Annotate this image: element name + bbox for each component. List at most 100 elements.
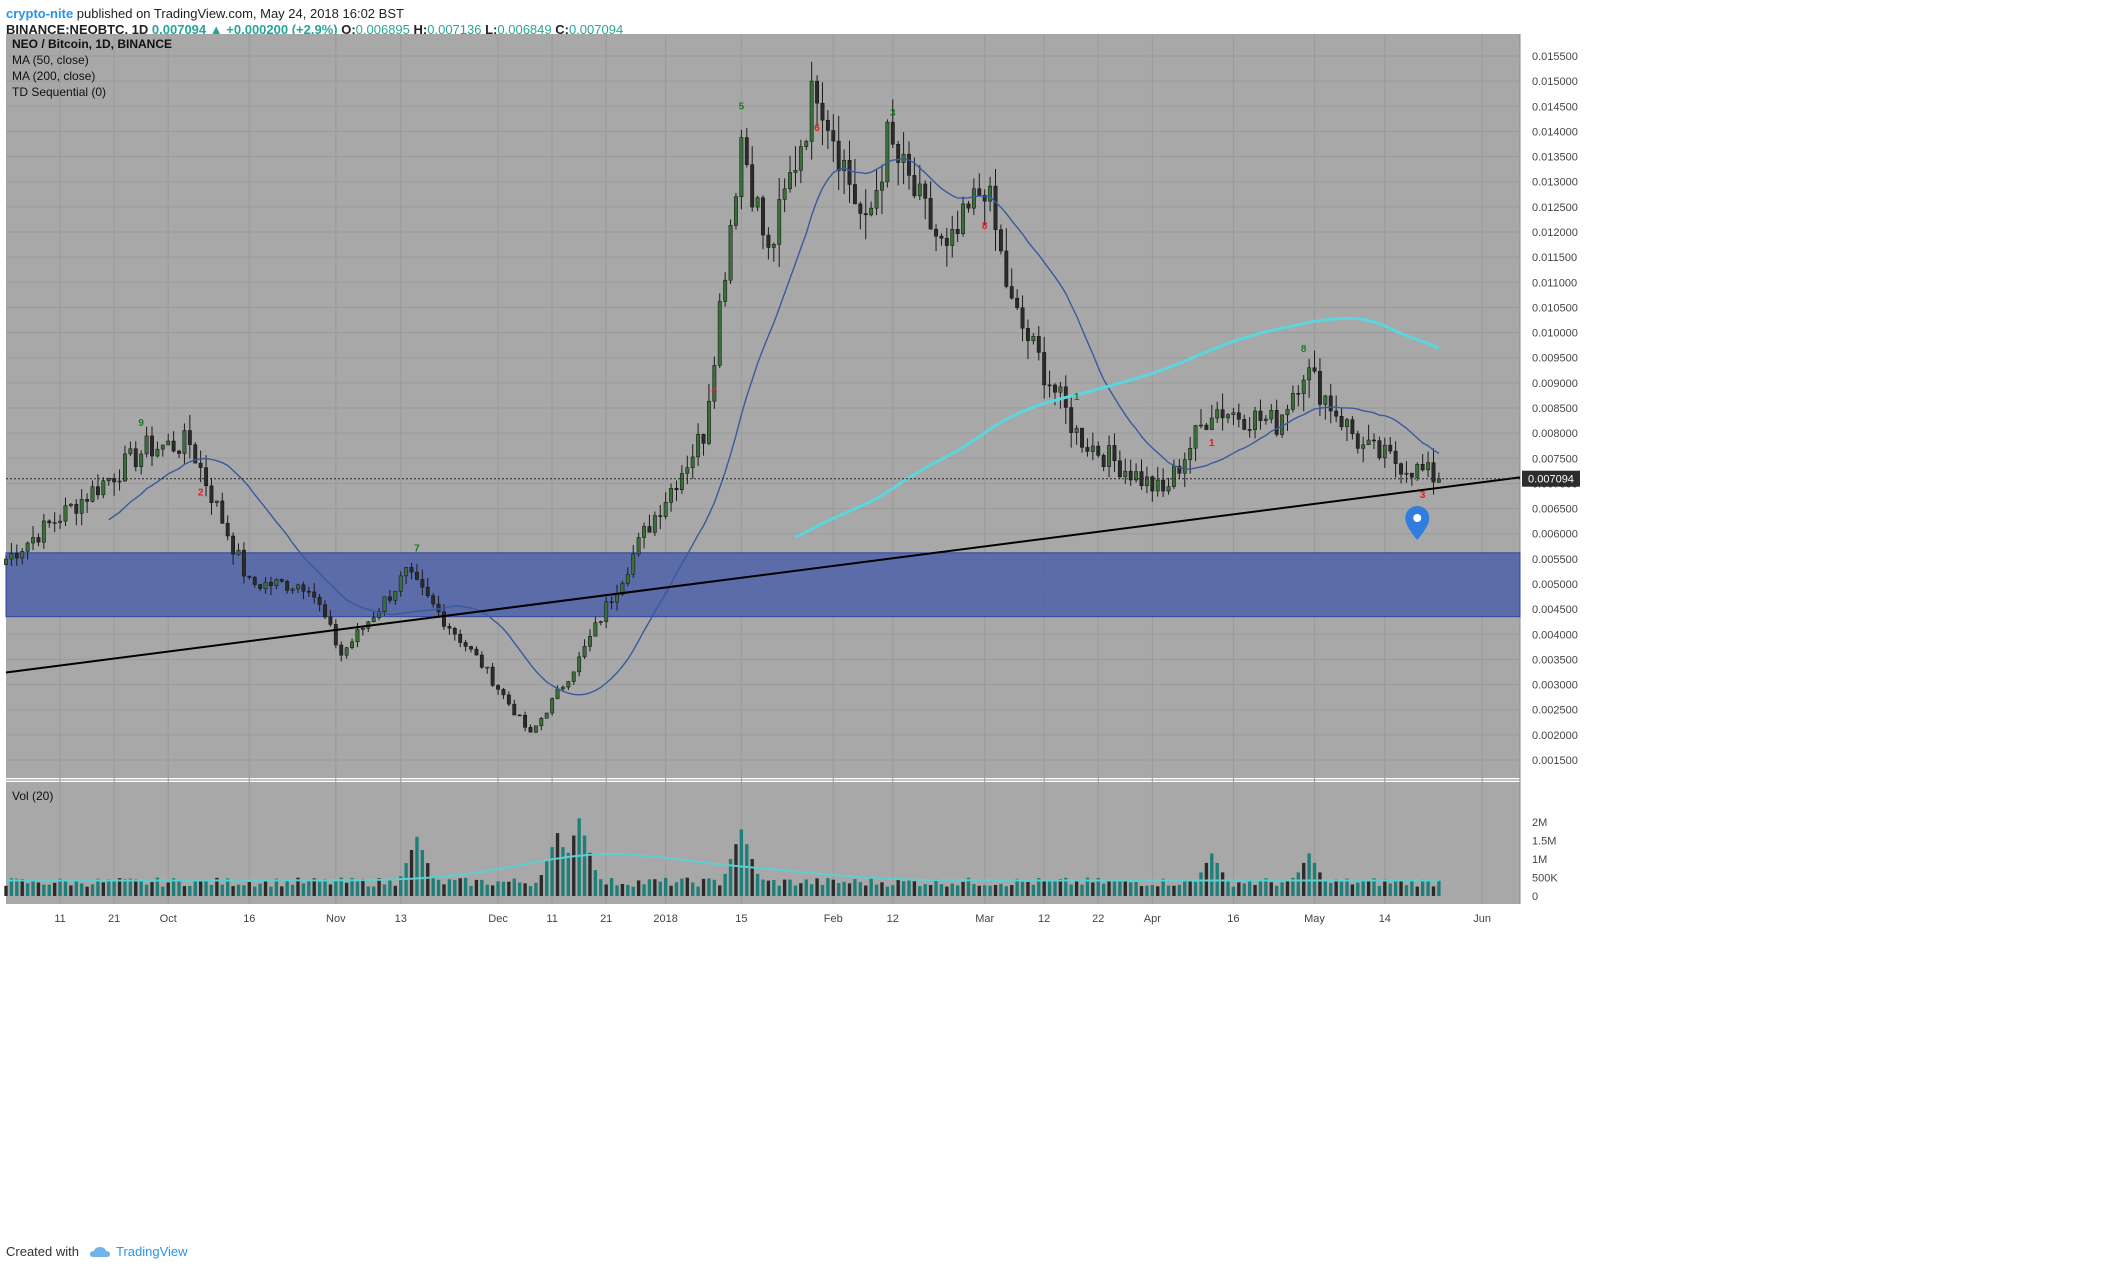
volume-bar bbox=[869, 878, 873, 896]
volume-bar bbox=[31, 879, 35, 896]
volume-bar bbox=[631, 886, 635, 896]
volume-bar bbox=[1426, 879, 1430, 896]
y-tick-label: 0.014500 bbox=[1532, 101, 1578, 113]
volume-bar bbox=[1091, 882, 1095, 896]
candle-body bbox=[1080, 427, 1084, 448]
volume-bar bbox=[209, 885, 214, 896]
volume-bar bbox=[112, 881, 116, 896]
candle bbox=[1009, 268, 1014, 300]
volume-bar bbox=[1291, 877, 1295, 896]
volume-bar bbox=[1101, 883, 1106, 896]
candle bbox=[1361, 436, 1366, 463]
candle bbox=[279, 578, 284, 583]
candle bbox=[1420, 454, 1425, 472]
volume-bar bbox=[36, 882, 41, 896]
candle-body bbox=[820, 102, 825, 121]
candle-body bbox=[571, 671, 576, 682]
candle-body bbox=[1128, 470, 1133, 481]
volume-bar bbox=[312, 878, 316, 896]
candle bbox=[360, 626, 365, 636]
volume-bar bbox=[1053, 880, 1057, 896]
candle bbox=[404, 567, 409, 585]
volume-bar bbox=[534, 882, 538, 896]
tradingview-logo[interactable]: TradingView bbox=[89, 1244, 188, 1259]
volume-bar bbox=[685, 877, 689, 896]
volume-bar bbox=[896, 879, 900, 896]
candle bbox=[836, 115, 841, 190]
candle bbox=[290, 587, 295, 594]
candle-body bbox=[907, 153, 911, 176]
close-label: C: bbox=[555, 22, 569, 37]
volume-bar bbox=[69, 885, 73, 896]
candle bbox=[317, 593, 322, 612]
volume-bar bbox=[831, 879, 835, 896]
candle-body bbox=[1345, 419, 1349, 428]
candle-body bbox=[944, 238, 949, 246]
volume-bar bbox=[117, 878, 122, 896]
candle bbox=[463, 639, 468, 652]
trendline bbox=[5, 476, 1521, 674]
candle bbox=[1166, 477, 1171, 495]
candle bbox=[1020, 295, 1025, 342]
last-price-badge bbox=[1522, 470, 1580, 487]
volume-bar bbox=[1226, 880, 1230, 896]
candle bbox=[1220, 393, 1225, 431]
volume-bar bbox=[588, 852, 592, 896]
candle bbox=[452, 626, 457, 641]
candle bbox=[52, 512, 57, 533]
candle bbox=[409, 562, 414, 580]
volume-bar bbox=[1156, 886, 1160, 896]
candle bbox=[1074, 425, 1079, 445]
candle bbox=[1426, 451, 1431, 478]
candle bbox=[68, 503, 73, 508]
candle-body bbox=[220, 500, 225, 524]
volume-bar bbox=[198, 879, 203, 896]
candle bbox=[1247, 416, 1252, 438]
candle-body bbox=[755, 197, 760, 208]
candle bbox=[647, 514, 652, 533]
y-tick-label: 0.005500 bbox=[1532, 554, 1578, 566]
candle bbox=[544, 712, 549, 719]
candle-body bbox=[128, 448, 133, 455]
candle bbox=[750, 146, 755, 212]
volume-bar bbox=[285, 880, 289, 896]
candle-body bbox=[214, 500, 219, 503]
y-tick-label: 0.003500 bbox=[1532, 654, 1578, 666]
candle-body bbox=[988, 185, 993, 202]
candle-body bbox=[1101, 455, 1106, 468]
candle bbox=[1150, 475, 1155, 502]
author-link[interactable]: crypto-nite bbox=[6, 6, 74, 21]
candle bbox=[782, 178, 787, 213]
candle-body bbox=[1074, 427, 1079, 433]
candle bbox=[436, 595, 441, 619]
volume-bar bbox=[1372, 878, 1376, 896]
candle-body bbox=[31, 537, 35, 544]
price-chart[interactable]: 0.015500 0.015000 0.014500 0.014000 0.013500… bbox=[0, 0, 2112, 1240]
candle-body bbox=[317, 596, 322, 605]
candle bbox=[1318, 358, 1322, 417]
candle-body bbox=[306, 590, 311, 593]
candle bbox=[1366, 424, 1371, 446]
candle bbox=[1231, 407, 1236, 426]
location-pin-icon bbox=[1405, 506, 1430, 540]
candle bbox=[869, 201, 874, 217]
volume-bar bbox=[1393, 880, 1398, 896]
candle-body bbox=[398, 575, 403, 592]
volume-bar bbox=[669, 885, 673, 896]
volume-bar bbox=[1150, 885, 1154, 896]
candle-body bbox=[1328, 395, 1333, 412]
candle-body bbox=[544, 712, 549, 719]
volume-bar bbox=[1096, 877, 1100, 896]
candle bbox=[474, 646, 479, 656]
candle bbox=[804, 139, 809, 151]
candle-body bbox=[1269, 409, 1274, 420]
candle bbox=[1345, 417, 1349, 442]
x-tick-label: 13 bbox=[395, 913, 407, 925]
volume-bar bbox=[777, 885, 781, 896]
candle bbox=[739, 129, 744, 210]
candle-body bbox=[961, 203, 965, 234]
candle bbox=[490, 662, 495, 687]
ma50-line bbox=[108, 158, 1440, 696]
candle-body bbox=[1258, 410, 1263, 421]
candle bbox=[880, 164, 884, 215]
